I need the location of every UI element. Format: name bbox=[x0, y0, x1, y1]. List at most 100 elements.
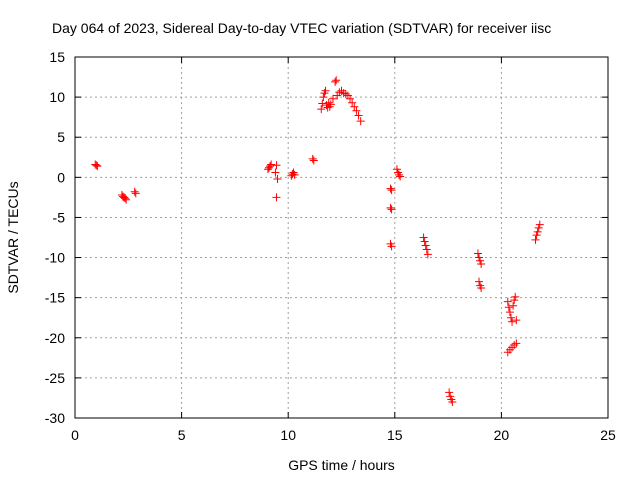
data-point bbox=[308, 154, 317, 163]
data-point bbox=[512, 316, 521, 325]
data-point bbox=[324, 98, 333, 107]
data-point bbox=[534, 223, 543, 232]
y-tick-label: 10 bbox=[49, 89, 65, 105]
data-point bbox=[510, 340, 519, 349]
data-point bbox=[531, 235, 540, 244]
chart-title: Day 064 of 2023, Sidereal Day-to-day VTE… bbox=[52, 20, 551, 36]
axis-ticks: 0 5 10 15 20 25 -30 -25 -20 -15 -10 -5 0 5 10 15 bbox=[45, 49, 616, 443]
data-point bbox=[343, 91, 352, 100]
data-point bbox=[263, 165, 272, 174]
data-point bbox=[503, 297, 512, 306]
data-point bbox=[477, 259, 486, 268]
data-point bbox=[266, 162, 275, 171]
data-point bbox=[272, 193, 281, 202]
data-point bbox=[387, 205, 396, 214]
data-point bbox=[475, 277, 484, 286]
data-point bbox=[420, 237, 429, 246]
data-point bbox=[386, 184, 395, 193]
data-point bbox=[273, 174, 282, 183]
data-point bbox=[421, 241, 430, 250]
data-point bbox=[332, 76, 341, 85]
data-point bbox=[505, 308, 514, 317]
y-tick-label: -5 bbox=[53, 209, 66, 225]
data-point bbox=[423, 250, 432, 259]
data-point bbox=[309, 156, 318, 165]
data-point bbox=[92, 161, 101, 170]
data-point bbox=[331, 77, 340, 86]
data-point bbox=[350, 102, 359, 111]
data-point bbox=[319, 93, 328, 102]
data-point bbox=[321, 86, 330, 95]
data-point bbox=[335, 88, 344, 97]
data-point bbox=[511, 292, 520, 301]
data-point bbox=[118, 192, 127, 201]
data-point bbox=[386, 203, 395, 212]
x-tick-label: 5 bbox=[178, 427, 186, 443]
data-point bbox=[318, 99, 327, 108]
y-tick-label: -10 bbox=[45, 250, 65, 266]
x-tick-label: 20 bbox=[494, 427, 510, 443]
data-point bbox=[354, 111, 363, 120]
data-point bbox=[509, 301, 518, 310]
data-point bbox=[323, 103, 332, 112]
data-point bbox=[341, 89, 350, 98]
data-point bbox=[535, 220, 544, 229]
data-point bbox=[506, 313, 515, 322]
x-tick-label: 25 bbox=[600, 427, 616, 443]
data-point bbox=[326, 100, 335, 109]
y-tick-label: -15 bbox=[45, 290, 65, 306]
data-point bbox=[387, 242, 396, 251]
data-point bbox=[387, 186, 396, 195]
x-tick-label: 10 bbox=[280, 427, 296, 443]
data-point bbox=[91, 160, 100, 169]
data-point bbox=[419, 233, 428, 242]
y-tick-label: -25 bbox=[45, 370, 65, 386]
data-point bbox=[121, 194, 130, 203]
data-point bbox=[475, 253, 484, 262]
data-point bbox=[346, 94, 355, 103]
grid-lines bbox=[75, 57, 608, 418]
data-point bbox=[288, 170, 297, 179]
data-point bbox=[352, 106, 361, 115]
data-point bbox=[265, 163, 274, 172]
data-point bbox=[130, 187, 139, 196]
data-point bbox=[422, 245, 431, 254]
data-points bbox=[91, 76, 544, 406]
data-point bbox=[290, 170, 299, 179]
x-tick-label: 15 bbox=[387, 427, 403, 443]
data-point bbox=[477, 284, 486, 293]
y-tick-label: 15 bbox=[49, 49, 65, 65]
data-point bbox=[504, 303, 513, 312]
x-tick-label: 0 bbox=[71, 427, 79, 443]
data-point bbox=[339, 89, 348, 98]
y-axis-label: SDTVAR / TECUs bbox=[5, 181, 21, 293]
data-point bbox=[272, 161, 281, 170]
data-point bbox=[446, 392, 455, 401]
plot-frame bbox=[74, 56, 609, 419]
data-point bbox=[93, 162, 102, 171]
y-tick-label: 5 bbox=[57, 129, 65, 145]
data-point bbox=[267, 160, 276, 169]
data-point bbox=[287, 171, 296, 180]
data-point bbox=[333, 91, 342, 100]
data-point bbox=[395, 170, 404, 179]
data-point bbox=[473, 249, 482, 258]
data-point bbox=[445, 388, 454, 397]
x-axis-label: GPS time / hours bbox=[288, 457, 395, 473]
data-point bbox=[396, 172, 405, 181]
y-tick-label: -30 bbox=[45, 410, 65, 426]
data-point bbox=[508, 317, 517, 326]
data-point bbox=[512, 339, 521, 348]
y-tick-label: 0 bbox=[57, 169, 65, 185]
data-point bbox=[392, 165, 401, 174]
data-point bbox=[448, 397, 457, 406]
data-point bbox=[532, 231, 541, 240]
data-point bbox=[533, 227, 542, 236]
data-point bbox=[131, 189, 140, 198]
data-point bbox=[317, 105, 326, 114]
data-point bbox=[510, 296, 519, 305]
y-tick-label: -20 bbox=[45, 330, 65, 346]
data-point bbox=[271, 168, 280, 177]
